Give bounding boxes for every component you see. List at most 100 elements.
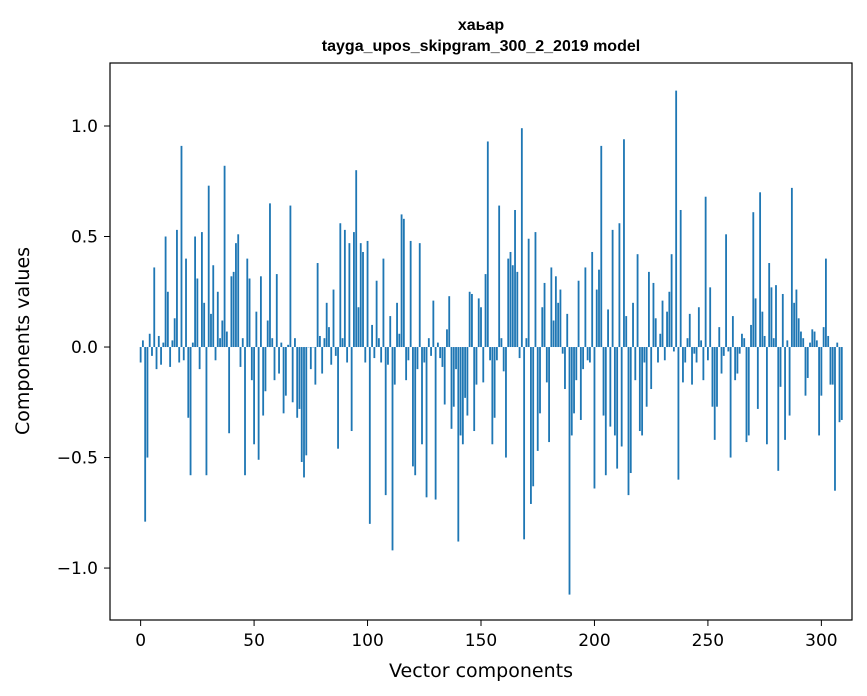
bar [516, 271, 519, 348]
bar [652, 282, 655, 348]
bar [582, 347, 585, 370]
bar [763, 335, 766, 348]
chart-subtitle: tayga_upos_skipgram_300_2_2019 model [322, 38, 640, 55]
bar [162, 342, 165, 348]
bar [623, 139, 625, 348]
bar [559, 289, 562, 348]
bar [577, 280, 580, 348]
bar [343, 229, 346, 348]
bar [389, 316, 392, 348]
bar [691, 347, 693, 385]
x-tick-label: 200 [578, 631, 610, 651]
bar [806, 347, 809, 378]
bar [480, 307, 482, 348]
bar [294, 338, 296, 348]
bar [259, 276, 262, 348]
bar [278, 347, 280, 374]
bar [275, 274, 278, 348]
bar [625, 316, 628, 348]
bar [153, 267, 156, 348]
bar [173, 318, 176, 348]
bar [554, 276, 557, 348]
bar [607, 309, 609, 348]
bar [613, 347, 616, 436]
bar [641, 347, 644, 436]
bar [575, 347, 578, 381]
y-tick-label: 1.0 [71, 117, 98, 137]
y-axis-label: Components values [12, 247, 34, 435]
bar [802, 338, 805, 348]
bar [205, 347, 208, 476]
bar [525, 338, 528, 348]
bar [532, 347, 535, 487]
bar [418, 243, 421, 348]
bar [214, 347, 217, 361]
bar [788, 347, 791, 416]
bar [661, 300, 664, 348]
bar [486, 141, 489, 348]
bar [527, 238, 530, 348]
bar [831, 347, 834, 385]
bar [550, 267, 553, 348]
bar [396, 302, 398, 348]
bar [507, 258, 510, 348]
bar [171, 340, 174, 348]
bar [775, 285, 777, 348]
bar [264, 347, 267, 392]
bar [657, 347, 659, 363]
bar [761, 311, 764, 348]
bar [795, 289, 798, 348]
bar [189, 347, 192, 476]
bar [182, 347, 185, 361]
bar [180, 145, 183, 348]
bar [160, 347, 162, 365]
bar [455, 347, 457, 370]
bar [716, 347, 718, 407]
bar [505, 347, 507, 458]
bar [164, 236, 167, 348]
bar [675, 90, 678, 348]
bar [518, 347, 521, 359]
bar [371, 324, 373, 348]
bar [305, 347, 308, 456]
bar [432, 300, 435, 348]
bar [357, 307, 360, 348]
bar [384, 347, 387, 496]
bar [793, 302, 796, 348]
bar [704, 196, 707, 348]
y-tick-label: −0.5 [57, 449, 98, 469]
bar [586, 347, 589, 361]
bar [366, 240, 369, 348]
bar [239, 347, 242, 367]
bar [246, 258, 249, 348]
bar [210, 313, 212, 348]
bar [709, 287, 712, 348]
bar [414, 347, 417, 476]
bar [262, 347, 265, 416]
bar [284, 347, 287, 396]
bar [552, 320, 555, 348]
bar [670, 254, 673, 348]
bar [539, 347, 541, 414]
bar [212, 265, 215, 348]
bar [325, 302, 328, 348]
y-tick-label: −1.0 [57, 559, 98, 579]
bar [579, 347, 582, 420]
bar [427, 338, 430, 348]
bar [713, 347, 716, 440]
bar [584, 267, 587, 348]
bar [257, 347, 260, 460]
bar [593, 347, 596, 489]
bar [196, 278, 199, 348]
bar [200, 232, 203, 348]
bar [269, 203, 271, 348]
bar [813, 331, 816, 348]
bar [346, 347, 349, 363]
bar [194, 236, 196, 348]
bar [296, 347, 299, 418]
bar [219, 338, 221, 348]
bar [511, 265, 514, 348]
bar [682, 347, 684, 383]
bar [825, 258, 827, 348]
